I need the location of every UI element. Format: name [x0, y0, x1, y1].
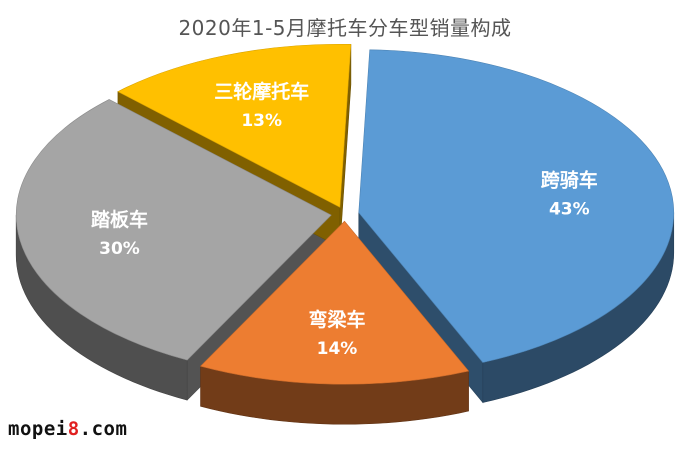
- slice-value-label: 13%: [241, 111, 282, 131]
- slice-value-label: 30%: [99, 239, 140, 259]
- watermark-tail: .com: [79, 418, 128, 440]
- pie-slice: [15, 99, 332, 361]
- watermark-accent: 8: [67, 418, 80, 440]
- pie-slice: [199, 220, 470, 385]
- slice-value-label: 14%: [317, 339, 358, 359]
- pie-top-layer: [15, 43, 675, 385]
- watermark: mopei8.com: [8, 418, 127, 440]
- chart-title: 2020年1-5月摩托车分车型销量构成: [178, 16, 512, 40]
- pie-slice: [358, 49, 675, 363]
- slice-label: 踏板车: [91, 208, 148, 231]
- slice-label: 弯梁车: [308, 308, 365, 331]
- slice-label: 三轮摩托车: [214, 80, 309, 103]
- slice-value-label: 43%: [549, 199, 590, 219]
- watermark-main: mopei: [8, 418, 68, 440]
- pie-slice: [117, 43, 352, 208]
- slice-label: 跨骑车: [541, 168, 598, 191]
- pie-labels: 跨骑车 43% 弯梁车 14% 踏板车 30% 三轮摩托车 13%: [91, 80, 598, 359]
